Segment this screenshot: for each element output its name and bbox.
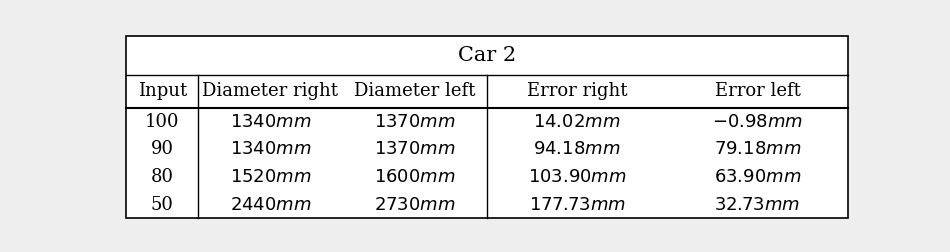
- Text: Input: Input: [138, 82, 187, 100]
- Text: $\mathregular{1520}\mathit{mm}$: $\mathregular{1520}\mathit{mm}$: [230, 168, 312, 186]
- Text: $\mathregular{2730}\mathit{mm}$: $\mathregular{2730}\mathit{mm}$: [374, 196, 456, 214]
- Text: $\mathregular{1370}\mathit{mm}$: $\mathregular{1370}\mathit{mm}$: [374, 140, 456, 158]
- Text: $\mathregular{103.90}\mathit{mm}$: $\mathregular{103.90}\mathit{mm}$: [527, 168, 626, 186]
- Text: Error left: Error left: [714, 82, 801, 100]
- Text: $\mathregular{1340}\mathit{mm}$: $\mathregular{1340}\mathit{mm}$: [230, 113, 312, 131]
- Text: Diameter left: Diameter left: [354, 82, 475, 100]
- Text: 100: 100: [145, 113, 180, 131]
- Text: $\mathregular{94.18}\mathit{mm}$: $\mathregular{94.18}\mathit{mm}$: [533, 140, 620, 158]
- Text: $\mathregular{32.73}\mathit{mm}$: $\mathregular{32.73}\mathit{mm}$: [714, 196, 801, 214]
- Text: $\mathregular{-0.98}\mathit{mm}$: $\mathregular{-0.98}\mathit{mm}$: [712, 113, 803, 131]
- Text: $\mathregular{63.90}\mathit{mm}$: $\mathregular{63.90}\mathit{mm}$: [713, 168, 801, 186]
- Text: 90: 90: [151, 140, 174, 158]
- Text: 80: 80: [151, 168, 174, 186]
- Text: $\mathregular{177.73}\mathit{mm}$: $\mathregular{177.73}\mathit{mm}$: [528, 196, 626, 214]
- Text: $\mathregular{1600}\mathit{mm}$: $\mathregular{1600}\mathit{mm}$: [374, 168, 456, 186]
- Text: $\mathregular{1370}\mathit{mm}$: $\mathregular{1370}\mathit{mm}$: [374, 113, 456, 131]
- Text: 50: 50: [151, 196, 174, 214]
- Text: $\mathregular{1340}\mathit{mm}$: $\mathregular{1340}\mathit{mm}$: [230, 140, 312, 158]
- Text: Error right: Error right: [527, 82, 627, 100]
- Text: Car 2: Car 2: [458, 46, 516, 65]
- Text: $\mathregular{2440}\mathit{mm}$: $\mathregular{2440}\mathit{mm}$: [230, 196, 312, 214]
- Text: Diameter right: Diameter right: [202, 82, 338, 100]
- Text: $\mathregular{14.02}\mathit{mm}$: $\mathregular{14.02}\mathit{mm}$: [533, 113, 620, 131]
- Text: $\mathregular{79.18}\mathit{mm}$: $\mathregular{79.18}\mathit{mm}$: [713, 140, 801, 158]
